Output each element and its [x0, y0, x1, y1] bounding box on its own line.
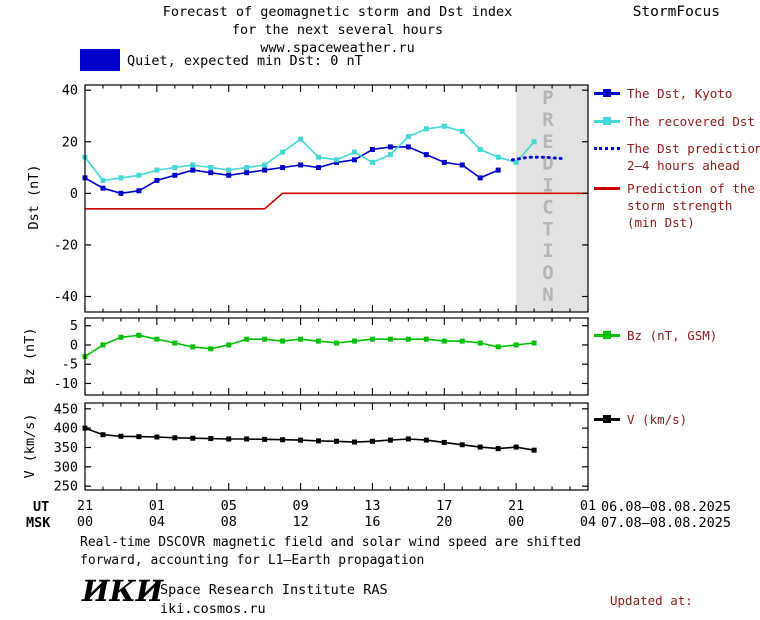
svg-text:16: 16 — [364, 514, 380, 530]
v-axis-label: V (km/s) — [22, 413, 38, 479]
svg-text:04: 04 — [149, 514, 165, 530]
legend-storm-label: Prediction of the storm strength (min Ds… — [627, 181, 755, 230]
legend-bz-label: Bz (nT, GSM) — [627, 328, 718, 343]
iki-logo: ИКИ — [82, 574, 164, 608]
prediction-region — [516, 85, 588, 312]
legend-v-label: V (km/s) — [627, 412, 688, 427]
svg-text:20: 20 — [62, 134, 78, 150]
svg-text:09: 09 — [292, 498, 308, 514]
svg-text:-20: -20 — [54, 237, 78, 253]
title-line-1: Forecast of geomagnetic storm and Dst in… — [162, 4, 513, 20]
prediction-watermark-letter: I — [542, 240, 553, 262]
storm-level-indicator — [80, 49, 120, 71]
legend-storm-strength: Prediction of the storm strength (min Ds… — [594, 180, 755, 231]
svg-text:450: 450 — [54, 401, 78, 417]
msk-row-label: MSK — [26, 515, 51, 531]
svg-text:00: 00 — [77, 514, 93, 530]
legend-recovered-label: The recovered Dst — [627, 114, 755, 129]
institute-site: iki.cosmos.ru — [160, 601, 266, 617]
series-recovered — [84, 125, 535, 182]
prediction-watermark-letter: C — [542, 196, 553, 218]
updated-label: Updated at: — [610, 593, 693, 608]
svg-text:00: 00 — [508, 514, 524, 530]
svg-text:20: 20 — [436, 514, 452, 530]
prediction-watermark-letter: E — [542, 131, 553, 153]
svg-text:40: 40 — [62, 83, 78, 99]
site-url: www.spaceweather.ru — [260, 40, 415, 56]
storm-level-label: Quiet, expected min Dst: 0 nT — [127, 53, 363, 69]
series-prediction — [511, 155, 563, 162]
prediction-dotted-swatch-icon — [594, 143, 620, 153]
legend-dst-kyoto: The Dst, Kyoto — [594, 85, 732, 102]
prediction-watermark-letter: O — [542, 262, 553, 284]
note-line-2: forward, accounting for L1–Earth propaga… — [80, 553, 425, 568]
legend-dst-label: The Dst, Kyoto — [627, 86, 733, 101]
note-line-1: Real-time DSCOVR magnetic field and sola… — [80, 535, 581, 550]
brand-stormfocus: StormFocus — [632, 4, 720, 20]
svg-text:250: 250 — [54, 479, 78, 495]
svg-text:-10: -10 — [54, 376, 78, 392]
svg-text:17: 17 — [436, 498, 452, 514]
prediction-watermark-letter: P — [542, 87, 553, 109]
svg-text:04: 04 — [580, 514, 596, 530]
institute-name: Space Research Institute RAS — [160, 582, 388, 598]
legend-prediction-label: The Dst prediction 2–4 hours ahead — [627, 141, 760, 173]
svg-text:400: 400 — [54, 421, 78, 437]
svg-text:350: 350 — [54, 440, 78, 456]
svg-text:0: 0 — [70, 186, 78, 202]
svg-text:21: 21 — [508, 498, 524, 514]
v-line-swatch-icon — [594, 414, 620, 424]
storm-line-swatch-icon — [594, 183, 620, 193]
prediction-watermark-letter: N — [542, 284, 553, 306]
svg-text:13: 13 — [364, 498, 380, 514]
svg-text:-5: -5 — [62, 357, 78, 373]
ut-date-range: 06.08–08.08.2025 — [601, 499, 732, 515]
institute-block: Space Research Institute RAS iki.cosmos.… — [160, 581, 388, 619]
msk-date-range: 07.08–08.08.2025 — [601, 515, 732, 531]
svg-text:01: 01 — [580, 498, 596, 514]
svg-text:0: 0 — [70, 337, 78, 353]
dst-line-swatch-icon — [594, 88, 620, 98]
svg-text:01: 01 — [149, 498, 165, 514]
page-title: Forecast of geomagnetic storm and Dst in… — [80, 3, 595, 57]
series-storm — [85, 192, 588, 210]
legend-recovered-dst: The recovered Dst — [594, 113, 755, 130]
series-dst — [84, 146, 499, 195]
svg-text:21: 21 — [77, 498, 93, 514]
ut-row-label: UT — [33, 499, 50, 515]
series-v — [84, 427, 535, 451]
svg-text:-40: -40 — [54, 289, 78, 305]
title-line-2: for the next several hours — [231, 22, 444, 38]
legend-bz: Bz (nT, GSM) — [594, 327, 717, 344]
svg-text:05: 05 — [221, 498, 237, 514]
svg-text:08: 08 — [221, 514, 237, 530]
prediction-watermark-letter: R — [542, 109, 554, 131]
svg-text:12: 12 — [292, 514, 308, 530]
propagation-note: Real-time DSCOVR magnetic field and sola… — [80, 534, 581, 570]
legend-v: V (km/s) — [594, 411, 687, 428]
recovered-line-swatch-icon — [594, 116, 620, 126]
svg-text:5: 5 — [70, 318, 78, 334]
prediction-watermark-letter: I — [542, 175, 553, 197]
series-bz — [84, 334, 535, 358]
prediction-watermark-letter: T — [542, 218, 553, 240]
svg-text:300: 300 — [54, 459, 78, 475]
updated-block: Updated at: UT 21:05, 07.08.2025 MSK 00:… — [596, 561, 754, 620]
dst-axis-label: Dst (nT) — [26, 164, 42, 230]
legend-dst-prediction: The Dst prediction 2–4 hours ahead — [594, 140, 760, 174]
bz-line-swatch-icon — [594, 330, 620, 340]
prediction-watermark-letter: D — [542, 153, 553, 175]
